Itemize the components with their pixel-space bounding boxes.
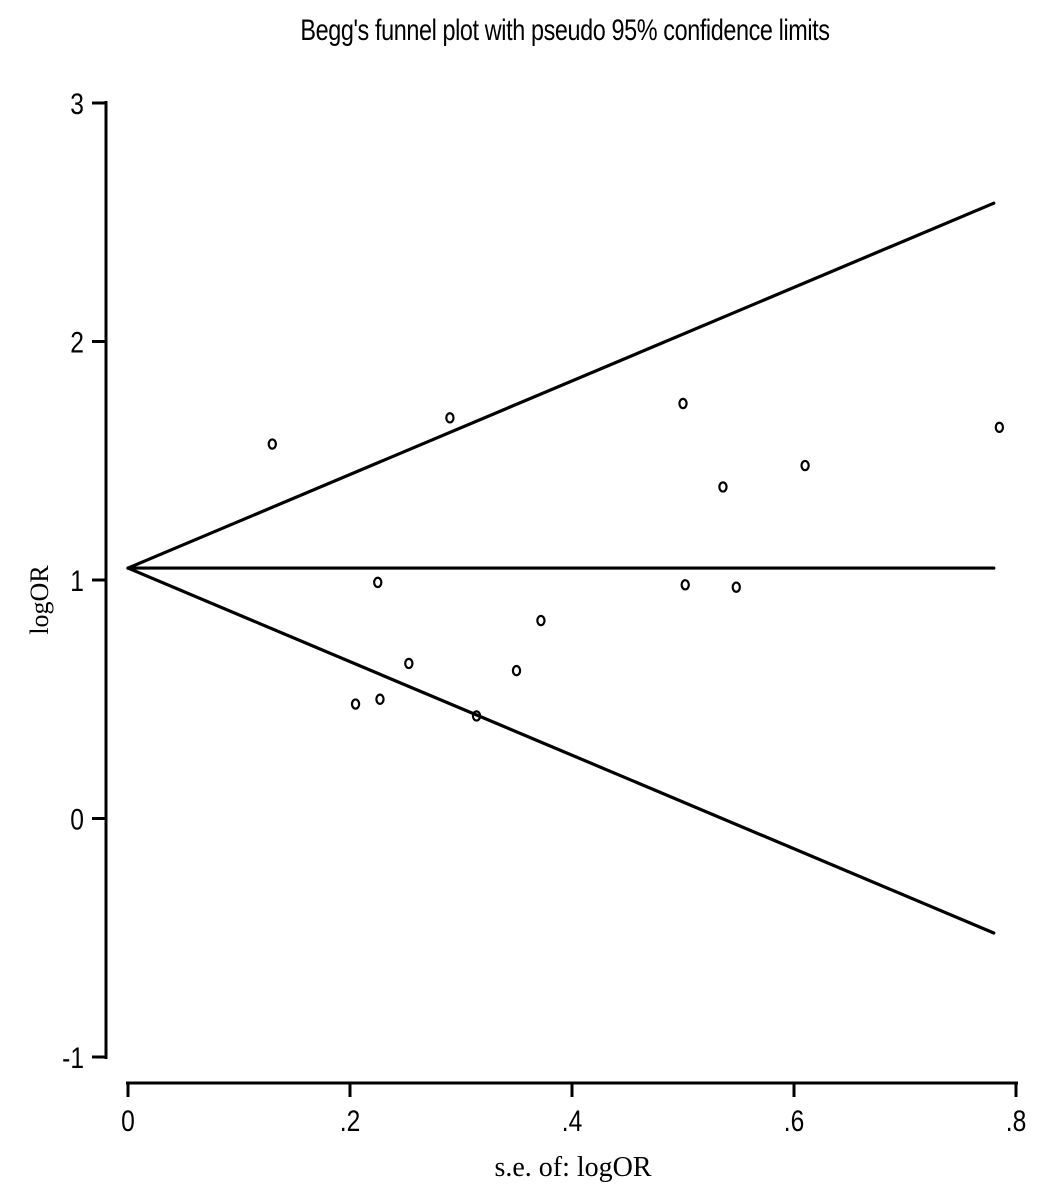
y-tick-label: 2 [70,325,84,359]
study-point [731,581,741,593]
study-point [511,664,522,677]
study-point [471,710,482,722]
study-point [680,579,690,591]
x-axis-label: s.e. of: logOR [494,1152,652,1183]
x-tick-label: .8 [1006,1104,1027,1138]
chart-title: Begg's funnel plot with pseudo 95% confi… [300,14,830,47]
y-tick-label: 0 [70,802,84,836]
study-point [267,438,277,450]
y-tick-label: 3 [70,87,84,121]
study-point [445,412,455,424]
y-tick-label: -1 [62,1041,84,1075]
y-tick-label: 1 [70,564,84,598]
study-point [373,576,383,589]
study-point [350,698,361,710]
funnel-line-upper-limit [126,201,996,570]
study-point [718,481,728,493]
y-axis-label: logOR [25,565,54,635]
study-point [404,657,414,670]
study-point [800,459,810,472]
study-point [536,614,546,627]
study-point [994,421,1005,434]
x-tick-label: .2 [340,1104,361,1138]
x-tick-label: .6 [784,1104,805,1138]
funnel-line-lower-limit [126,566,996,935]
study-point [678,397,688,410]
study-point [375,693,385,705]
x-tick-label: .4 [562,1104,583,1138]
x-tick-label: 0 [121,1104,135,1138]
